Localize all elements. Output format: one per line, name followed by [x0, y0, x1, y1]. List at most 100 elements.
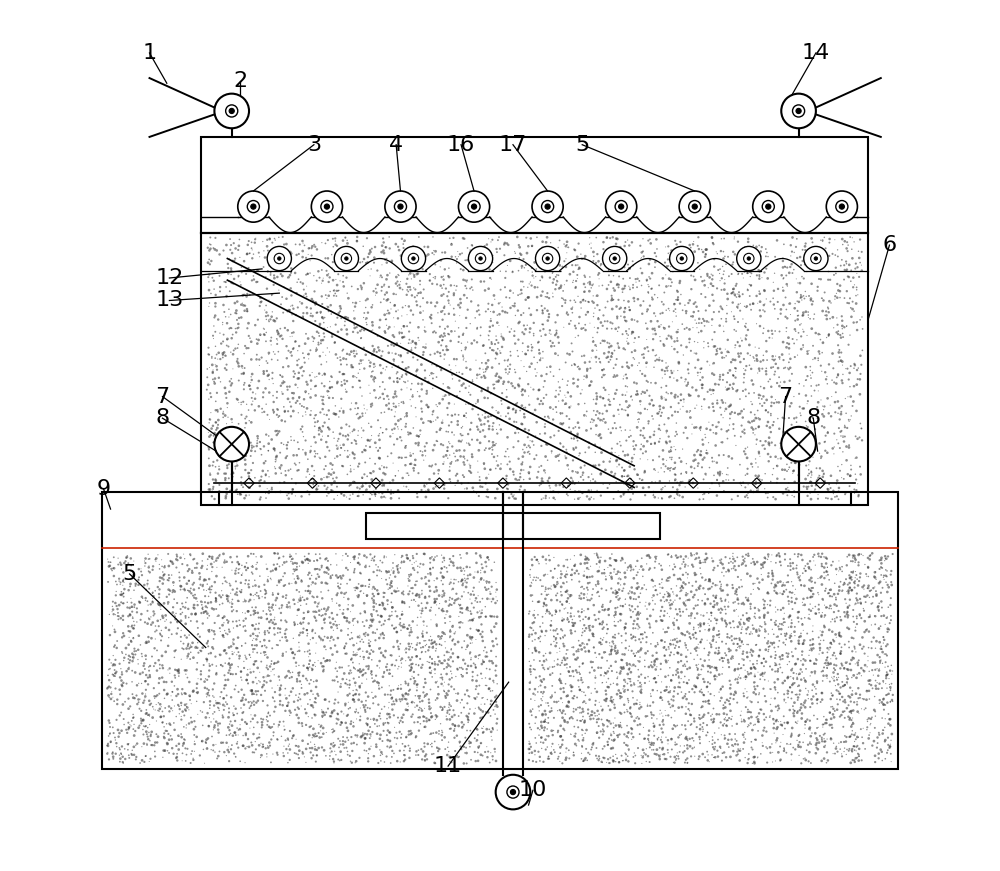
Point — [198, 604, 214, 618]
Point — [301, 566, 317, 580]
Point — [736, 375, 752, 389]
Point — [577, 251, 593, 265]
Point — [596, 563, 612, 577]
Point — [553, 584, 569, 598]
Point — [515, 382, 531, 396]
Point — [688, 583, 704, 597]
Point — [108, 736, 124, 750]
Point — [524, 577, 540, 591]
Point — [455, 420, 471, 434]
Point — [739, 606, 755, 620]
Point — [584, 660, 600, 674]
Point — [364, 551, 380, 565]
Point — [498, 472, 514, 486]
Point — [447, 722, 463, 736]
Point — [746, 755, 762, 769]
Point — [140, 617, 156, 631]
Point — [356, 252, 372, 266]
Point — [585, 627, 601, 641]
Point — [364, 610, 380, 624]
Point — [853, 468, 869, 482]
Point — [325, 726, 341, 739]
Point — [309, 729, 325, 743]
Point — [110, 609, 126, 623]
Point — [842, 705, 858, 719]
Point — [791, 445, 807, 459]
Point — [649, 747, 665, 761]
Point — [764, 327, 780, 341]
Point — [647, 246, 663, 260]
Point — [332, 448, 348, 462]
Point — [631, 590, 647, 604]
Point — [283, 400, 299, 414]
Point — [677, 659, 693, 673]
Point — [613, 629, 629, 643]
Point — [199, 558, 215, 572]
Point — [427, 596, 443, 610]
Point — [868, 588, 884, 602]
Point — [205, 480, 221, 494]
Point — [805, 294, 821, 308]
Point — [376, 631, 392, 645]
Point — [617, 469, 633, 483]
Point — [215, 410, 231, 424]
Point — [280, 360, 296, 374]
Point — [785, 467, 801, 481]
Point — [561, 588, 577, 602]
Point — [522, 325, 538, 339]
Point — [435, 577, 451, 591]
Point — [637, 599, 653, 613]
Point — [343, 261, 359, 275]
Point — [505, 402, 521, 416]
Point — [396, 330, 412, 344]
Point — [258, 670, 274, 684]
Point — [396, 754, 412, 768]
Point — [711, 668, 727, 682]
Point — [790, 652, 806, 666]
Point — [438, 424, 454, 438]
Point — [733, 429, 749, 443]
Point — [461, 706, 477, 720]
Point — [571, 421, 587, 435]
Point — [201, 275, 217, 289]
Point — [353, 279, 369, 293]
Point — [582, 485, 598, 499]
Point — [784, 663, 800, 677]
Point — [376, 235, 392, 249]
Point — [240, 668, 256, 682]
Point — [705, 623, 721, 637]
Point — [848, 733, 864, 746]
Point — [409, 636, 425, 650]
Point — [544, 666, 560, 680]
Point — [709, 707, 725, 721]
Point — [755, 602, 771, 616]
Point — [198, 735, 214, 749]
Point — [678, 586, 694, 600]
Point — [643, 637, 659, 651]
Point — [312, 317, 328, 331]
Point — [815, 559, 831, 573]
Point — [536, 715, 552, 729]
Point — [814, 731, 830, 745]
Point — [371, 719, 387, 733]
Point — [606, 293, 622, 307]
Point — [269, 337, 285, 351]
Point — [190, 627, 206, 641]
Point — [259, 651, 275, 665]
Point — [823, 469, 839, 483]
Point — [121, 751, 137, 765]
Point — [212, 247, 228, 261]
Point — [780, 434, 796, 448]
Point — [747, 718, 763, 732]
Point — [238, 267, 254, 280]
Point — [816, 561, 832, 575]
Point — [702, 661, 718, 675]
Point — [351, 670, 367, 684]
Point — [825, 483, 841, 497]
Point — [211, 489, 227, 503]
Point — [833, 735, 849, 749]
Point — [735, 550, 751, 564]
Point — [532, 252, 548, 266]
Point — [282, 550, 298, 564]
Point — [763, 407, 779, 421]
